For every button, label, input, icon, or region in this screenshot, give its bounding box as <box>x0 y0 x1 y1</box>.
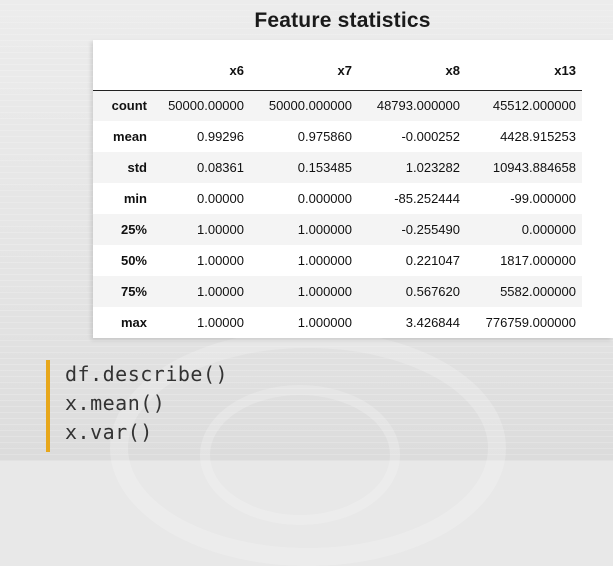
table-row: min 0.00000 0.000000 -85.252444 -99.0000… <box>93 183 582 214</box>
column-header: x7 <box>250 52 358 91</box>
table-cell: -0.000252 <box>401 129 460 144</box>
table-cell: 776759.000000 <box>485 315 576 330</box>
table-cell: 0.221047 <box>405 253 460 268</box>
code-snippet: df.describe() x.mean() x.var() <box>46 360 306 452</box>
table-cell: 10943.884658 <box>466 152 582 183</box>
row-label: max <box>120 315 147 330</box>
column-header: x8 <box>358 52 466 91</box>
table-row: 75% 1.00000 1.000000 0.567620 5582.00000… <box>93 276 582 307</box>
table-cell: 1.023282 <box>358 152 466 183</box>
table-cell: 0.08361 <box>151 152 250 183</box>
row-label: mean <box>113 129 147 144</box>
column-header: x13 <box>466 52 582 91</box>
row-label: 25% <box>93 214 151 245</box>
row-label: 50% <box>120 253 147 268</box>
table-row: std 0.08361 0.153485 1.023282 10943.8846… <box>93 152 582 183</box>
table-cell: 0.000000 <box>297 191 352 206</box>
table-cell: -0.255490 <box>358 214 466 245</box>
table-cell: 5582.000000 <box>466 276 582 307</box>
table-cell: 48793.000000 <box>358 90 466 121</box>
table-corner-cell <box>93 52 151 91</box>
table-cell: 1.00000 <box>197 315 244 330</box>
table-cell: 1.000000 <box>297 315 352 330</box>
code-accent-bar <box>46 360 50 452</box>
table-cell: -99.000000 <box>510 191 576 206</box>
code-line: x.mean() <box>65 391 166 415</box>
table-cell: 1.00000 <box>151 214 250 245</box>
table-cell: 0.000000 <box>466 214 582 245</box>
table-cell: 0.153485 <box>250 152 358 183</box>
table-row: mean 0.99296 0.975860 -0.000252 4428.915… <box>93 121 582 152</box>
table-cell: 1.000000 <box>250 214 358 245</box>
table-cell: 0.99296 <box>197 129 244 144</box>
row-label: count <box>93 90 151 121</box>
table-cell: 50000.00000 <box>151 90 250 121</box>
table-row: max 1.00000 1.000000 3.426844 776759.000… <box>93 307 582 338</box>
row-label: std <box>93 152 151 183</box>
table-row: 50% 1.00000 1.000000 0.221047 1817.00000… <box>93 245 582 276</box>
table-cell: 50000.000000 <box>250 90 358 121</box>
statistics-table: x6 x7 x8 x13 count 50000.00000 50000.000… <box>93 52 582 338</box>
table-cell: 0.00000 <box>197 191 244 206</box>
table-row: 25% 1.00000 1.000000 -0.255490 0.000000 <box>93 214 582 245</box>
row-label: min <box>123 191 147 206</box>
table-cell: 0.975860 <box>297 129 352 144</box>
table-cell: 1.000000 <box>297 253 352 268</box>
table-cell: 1.00000 <box>151 276 250 307</box>
column-header: x6 <box>151 52 250 91</box>
slide-title: Feature statistics <box>254 9 431 32</box>
table-cell: 4428.915253 <box>500 129 576 144</box>
table-row: count 50000.00000 50000.000000 48793.000… <box>93 90 582 121</box>
code-line: df.describe() <box>65 362 229 386</box>
table-cell: 1.000000 <box>250 276 358 307</box>
table-cell: 1817.000000 <box>500 253 576 268</box>
table-cell: 1.00000 <box>197 253 244 268</box>
row-label: 75% <box>93 276 151 307</box>
table-header-row: x6 x7 x8 x13 <box>93 52 582 91</box>
table-cell: 0.567620 <box>358 276 466 307</box>
statistics-table-card: x6 x7 x8 x13 count 50000.00000 50000.000… <box>93 40 613 338</box>
table-cell: -85.252444 <box>394 191 460 206</box>
table-cell: 45512.000000 <box>466 90 582 121</box>
code-line: x.var() <box>65 420 153 444</box>
table-cell: 3.426844 <box>405 315 460 330</box>
